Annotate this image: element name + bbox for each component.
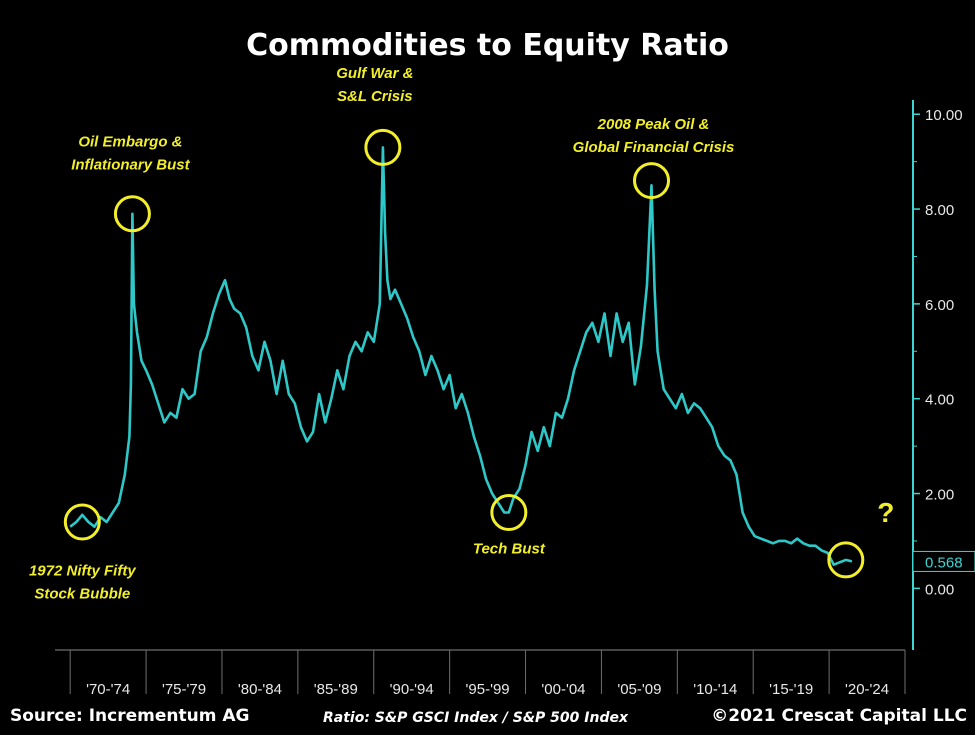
x-tick-label: '80-'84 bbox=[238, 681, 282, 698]
chart-title: Commodities to Equity Ratio bbox=[246, 28, 729, 63]
highlight-circle bbox=[63, 503, 101, 541]
annotation-text: Tech Bust bbox=[473, 541, 546, 558]
highlight-circle bbox=[827, 541, 865, 579]
last-value-box bbox=[912, 550, 975, 572]
annotation-text: Inflationary Bust bbox=[71, 156, 190, 173]
y-tick-label: 0.00 bbox=[925, 581, 954, 598]
ratio-note: Ratio: S&P GSCI Index / S&P 500 Index bbox=[323, 710, 628, 726]
x-tick-label: '05-'09 bbox=[617, 681, 661, 698]
x-tick-label: '75-'79 bbox=[162, 681, 206, 698]
y-tick-label: 4.00 bbox=[925, 392, 954, 409]
source-note: Source: Incrementum AG bbox=[10, 706, 250, 726]
highlight-circle bbox=[490, 494, 528, 531]
x-tick-label: '85-'89 bbox=[314, 681, 358, 698]
annotation-text: 1972 Nifty Fifty bbox=[29, 562, 136, 579]
y-tick-label: 10.00 bbox=[925, 107, 963, 124]
annotation-text: Gulf War & bbox=[336, 65, 413, 82]
copyright-note: ©2021 Crescat Capital LLC bbox=[711, 706, 967, 726]
highlight-circle bbox=[364, 128, 402, 166]
x-tick-label: '70-'74 bbox=[86, 681, 130, 698]
last-value-label: 0.568 bbox=[925, 554, 963, 571]
y-tick-label: 6.00 bbox=[925, 297, 954, 314]
highlight-circle bbox=[113, 195, 151, 233]
x-tick-label: '95-'99 bbox=[466, 681, 510, 698]
x-tick-label: '00-'04 bbox=[541, 681, 585, 698]
highlight-circle bbox=[633, 162, 671, 200]
annotation-text: S&L Crisis bbox=[337, 88, 413, 105]
annotation-text: Stock Bubble bbox=[34, 585, 130, 602]
annotation-text: Global Financial Crisis bbox=[573, 139, 735, 156]
ratio-line bbox=[69, 146, 853, 567]
annotation-text: 2008 Peak Oil & bbox=[597, 116, 710, 133]
y-tick-label: 8.00 bbox=[925, 202, 954, 219]
x-tick-label: '20-'24 bbox=[845, 681, 889, 698]
annotation-text: ? bbox=[877, 497, 894, 528]
annotation-text: Oil Embargo & bbox=[78, 133, 182, 150]
y-tick-label: 2.00 bbox=[925, 487, 954, 504]
x-tick-label: '90-'94 bbox=[390, 681, 434, 698]
x-tick-label: '15-'19 bbox=[769, 681, 813, 698]
x-tick-label: '10-'14 bbox=[693, 681, 737, 698]
